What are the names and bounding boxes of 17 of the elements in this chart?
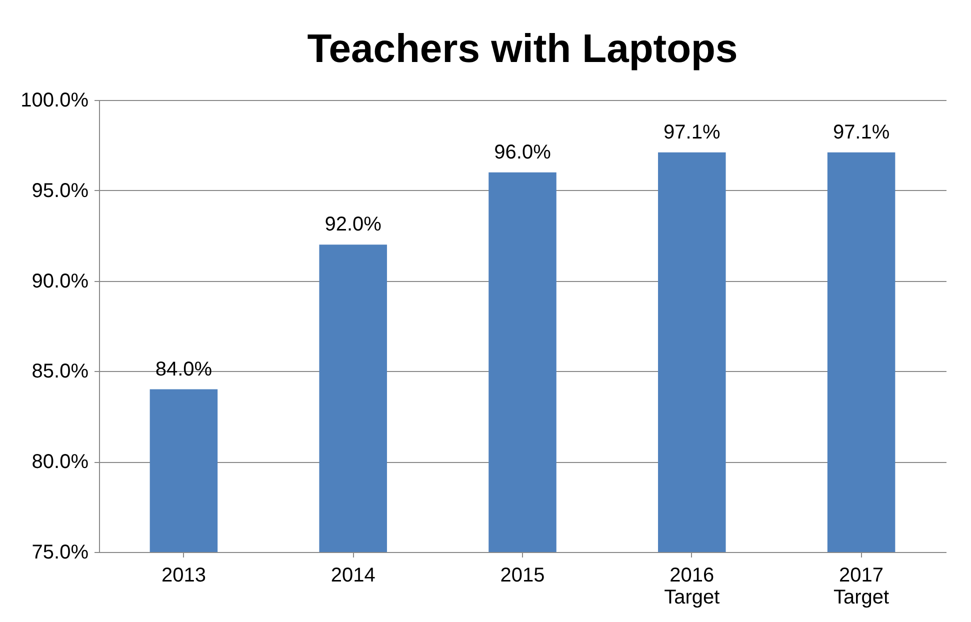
y-tick-label: 80.0% bbox=[32, 451, 89, 474]
x-tick-label: 2015 bbox=[500, 564, 545, 586]
x-tick-label: 2014 bbox=[330, 564, 376, 586]
y-tick-label: 85.0% bbox=[32, 360, 89, 383]
x-tick-label: 2017 Target bbox=[834, 564, 890, 608]
y-tick-label: 100.0% bbox=[20, 90, 89, 112]
x-tick-label: 2013 bbox=[161, 564, 206, 586]
data-label: 97.1% bbox=[664, 121, 720, 144]
y-tick-label: 75.0% bbox=[32, 542, 89, 564]
data-label: 92.0% bbox=[324, 214, 382, 236]
data-label: 84.0% bbox=[155, 358, 212, 380]
data-label: 97.1% bbox=[832, 121, 890, 144]
y-tick-label: 90.0% bbox=[32, 270, 89, 292]
y-tick-label: 95.0% bbox=[32, 180, 89, 202]
chart-title: Teachers with Laptops bbox=[307, 27, 738, 71]
data-label: 96.0% bbox=[494, 141, 552, 164]
x-tick-label: 2016 Target bbox=[664, 564, 720, 608]
